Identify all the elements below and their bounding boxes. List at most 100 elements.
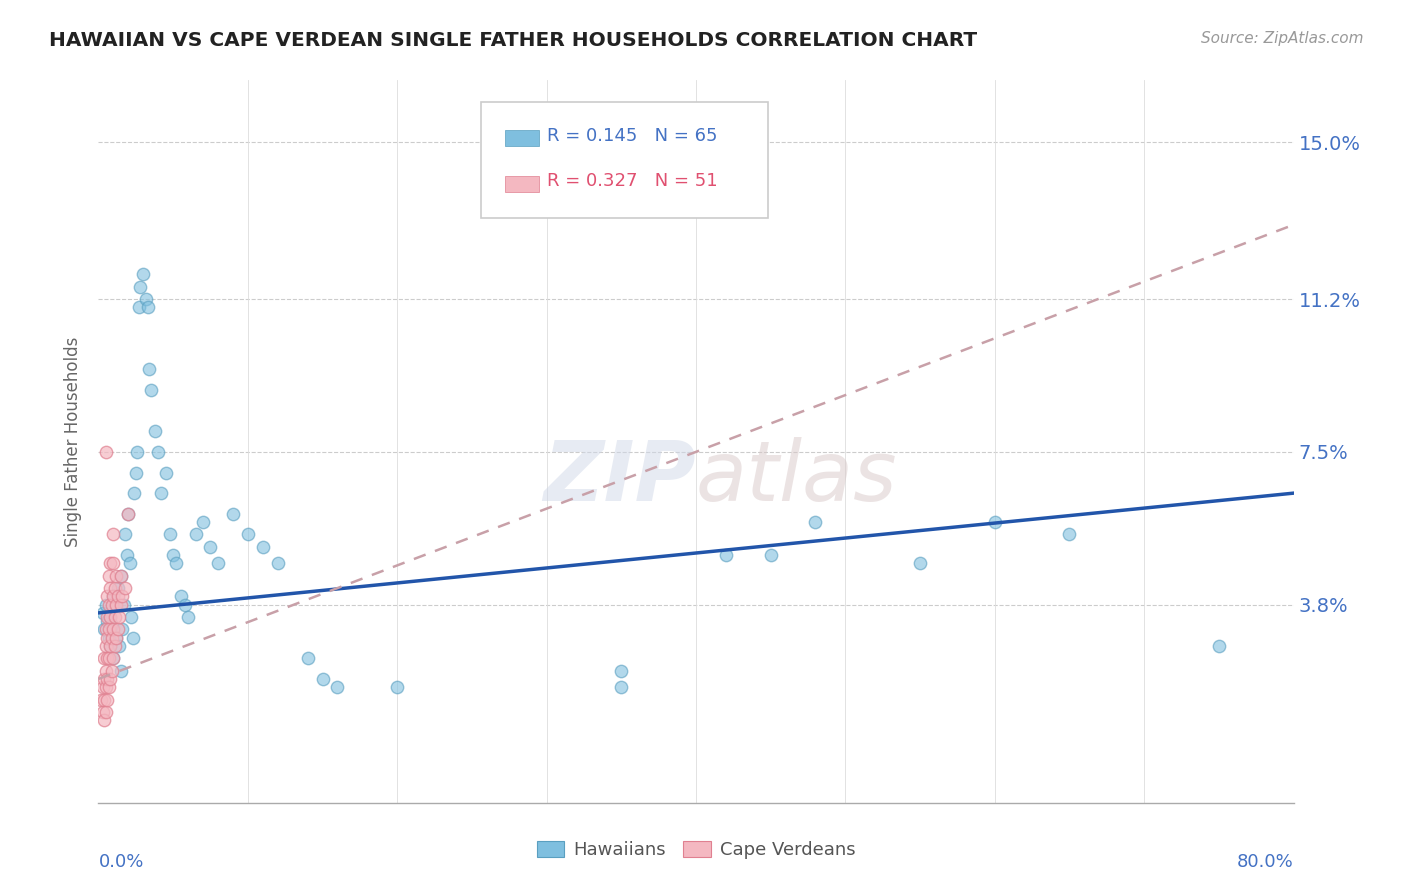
Point <box>96 651 118 665</box>
Text: 0.0%: 0.0% <box>98 854 143 871</box>
Point <box>107 581 129 595</box>
Point <box>94 445 117 459</box>
Point <box>128 301 150 315</box>
Point <box>114 527 136 541</box>
Text: atlas: atlas <box>696 437 897 518</box>
Point <box>105 631 128 645</box>
Point <box>103 651 125 665</box>
Point <box>117 507 139 521</box>
Point <box>184 527 207 541</box>
Point <box>103 590 125 604</box>
Point <box>98 557 122 571</box>
Point <box>112 598 135 612</box>
FancyBboxPatch shape <box>481 102 768 218</box>
Point <box>94 664 117 678</box>
Point <box>759 548 782 562</box>
Point <box>91 705 114 719</box>
Point <box>114 581 136 595</box>
Point <box>124 486 146 500</box>
Point <box>103 557 125 571</box>
Text: Source: ZipAtlas.com: Source: ZipAtlas.com <box>1201 31 1364 46</box>
Point <box>103 590 125 604</box>
Point <box>136 301 159 315</box>
Point <box>222 507 245 521</box>
Point <box>96 590 118 604</box>
Point <box>96 614 118 628</box>
Point <box>169 590 191 604</box>
Point <box>165 557 187 571</box>
Point <box>103 527 125 541</box>
Point <box>162 548 184 562</box>
Point <box>110 598 132 612</box>
Point <box>121 631 143 645</box>
Point <box>101 664 124 678</box>
Point <box>138 362 160 376</box>
Point <box>103 651 125 665</box>
Point <box>132 268 155 282</box>
Point <box>97 651 120 665</box>
Text: 80.0%: 80.0% <box>1237 854 1294 871</box>
Point <box>115 548 138 562</box>
Point <box>108 610 131 624</box>
Point <box>111 590 134 604</box>
Point <box>150 486 173 500</box>
Point <box>94 598 117 612</box>
Point <box>297 651 319 665</box>
Point <box>610 680 633 694</box>
Point <box>93 651 115 665</box>
Point <box>94 680 117 694</box>
Point <box>97 568 120 582</box>
Point <box>120 610 142 624</box>
Point <box>91 606 114 620</box>
Point <box>104 610 127 624</box>
Point <box>984 515 1007 529</box>
Point <box>93 623 115 637</box>
Point <box>98 672 122 686</box>
Point <box>96 631 118 645</box>
Point <box>108 639 131 653</box>
Point <box>97 631 120 645</box>
Point <box>90 692 112 706</box>
Point <box>111 623 134 637</box>
Point <box>267 557 290 571</box>
Point <box>105 631 128 645</box>
Y-axis label: Single Father Households: Single Father Households <box>65 336 83 547</box>
Point <box>96 610 118 624</box>
Point <box>135 292 157 306</box>
Point <box>97 623 120 637</box>
Point <box>103 623 125 637</box>
Point <box>148 445 170 459</box>
Point <box>127 445 149 459</box>
Point <box>98 639 122 653</box>
Point <box>139 383 162 397</box>
Point <box>385 680 409 694</box>
Point <box>98 610 122 624</box>
Point <box>98 639 122 653</box>
Text: R = 0.145   N = 65: R = 0.145 N = 65 <box>547 127 717 145</box>
Point <box>117 507 139 521</box>
Point <box>804 515 827 529</box>
Point <box>105 598 128 612</box>
Point <box>159 527 181 541</box>
Point <box>97 680 120 694</box>
Point <box>1208 639 1230 653</box>
Point <box>101 618 124 632</box>
Point <box>143 424 166 438</box>
Point <box>94 705 117 719</box>
Point <box>191 515 214 529</box>
Point <box>110 568 132 582</box>
Text: ZIP: ZIP <box>543 437 696 518</box>
Point <box>107 590 129 604</box>
Point <box>93 713 115 727</box>
Point <box>110 664 132 678</box>
Text: R = 0.327   N = 51: R = 0.327 N = 51 <box>547 172 717 190</box>
Point <box>207 557 229 571</box>
Point <box>104 639 127 653</box>
Point <box>96 692 118 706</box>
Point <box>177 610 200 624</box>
Point <box>98 610 122 624</box>
Point <box>714 548 737 562</box>
Point <box>326 680 349 694</box>
Point <box>104 598 127 612</box>
Point <box>93 692 115 706</box>
